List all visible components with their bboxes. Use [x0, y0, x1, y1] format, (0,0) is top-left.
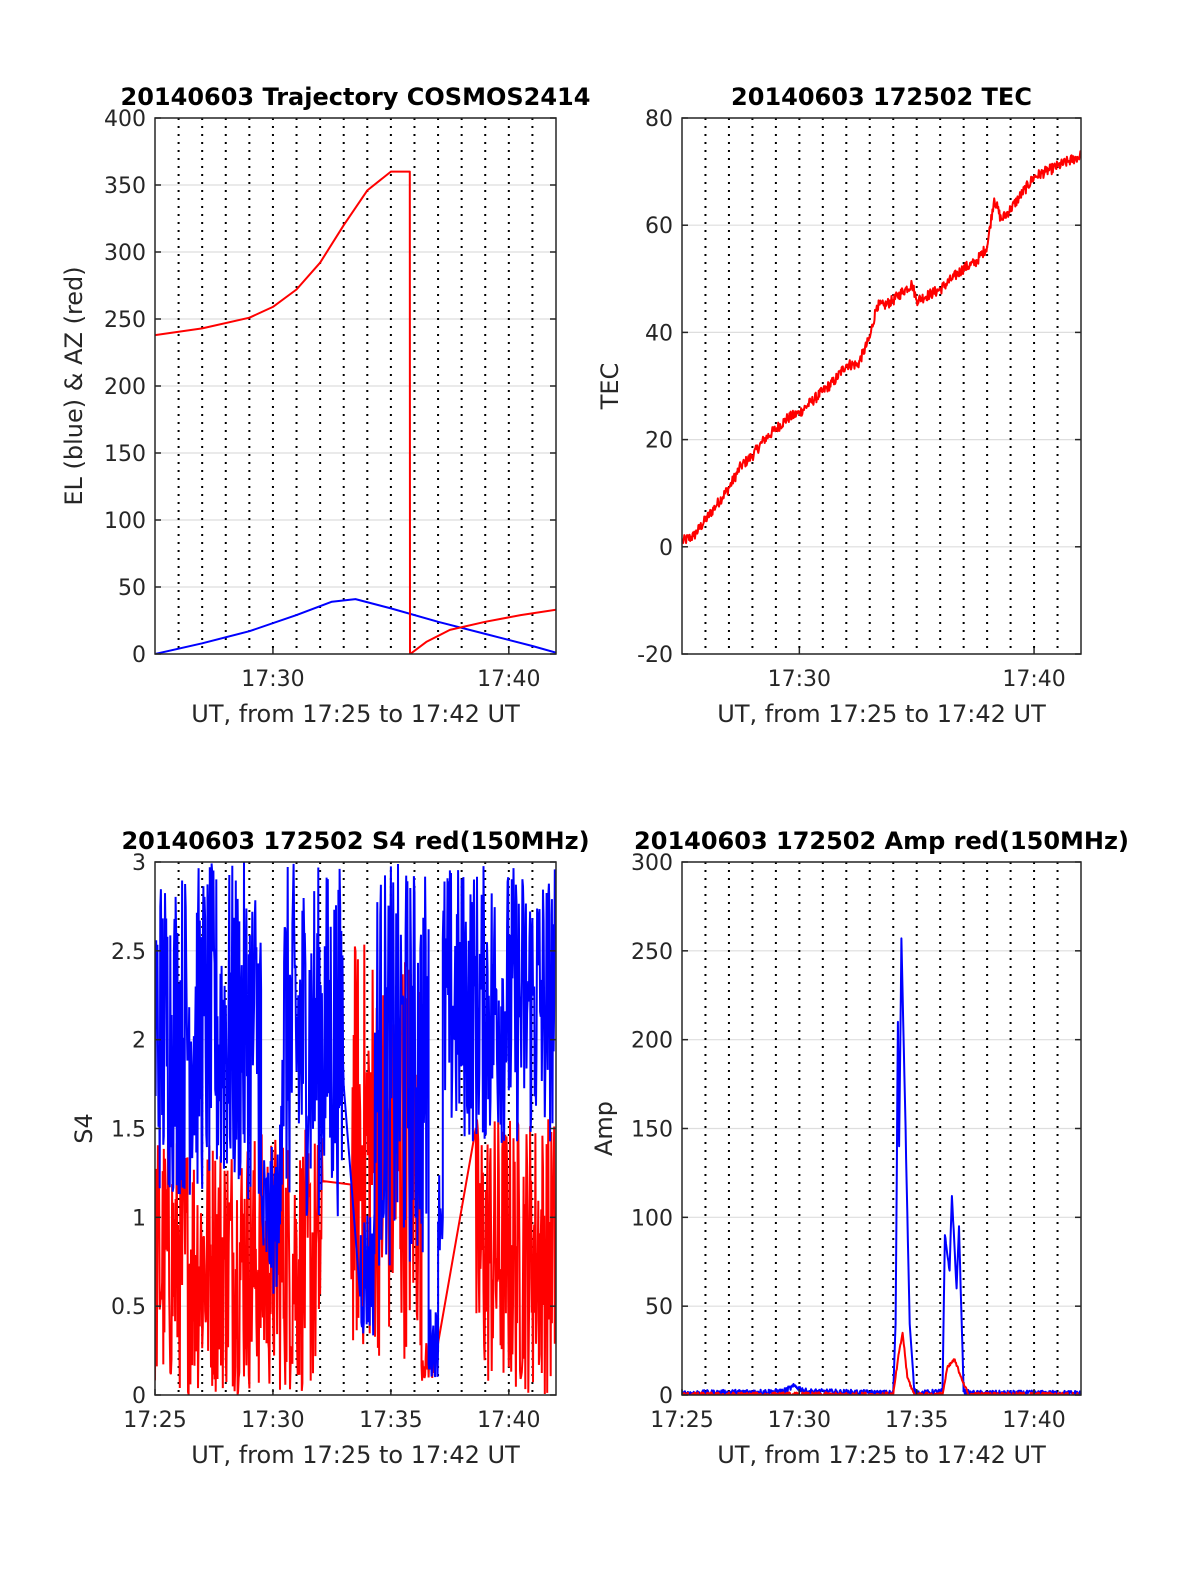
- y-tick-label: 0: [132, 643, 146, 668]
- y-tick-label: 150: [104, 442, 146, 467]
- x-tick-label: 17:25: [123, 1408, 186, 1433]
- x-tick-label: 17:30: [241, 1408, 304, 1433]
- chart-panel-4: 0 50 100 150 200 250 300 17:25 17:30 17:35 17:40 20…: [590, 827, 1129, 1469]
- y-axis-label: Amp: [590, 1101, 618, 1156]
- x-tick-label: 17:40: [477, 1408, 540, 1433]
- series-line-1: [682, 150, 1081, 545]
- chart-title: 20140603 172502 Amp red(150MHz): [634, 827, 1129, 855]
- x-tick-label: 17:35: [359, 1408, 422, 1433]
- chart-panel-1: 0 50 100 150 200 250 300 350 400 17:30 17:40 201406…: [60, 83, 590, 728]
- series-line-2: [155, 862, 556, 1378]
- y-tick-label: 200: [104, 375, 146, 400]
- y-tick-label: 2: [132, 1029, 146, 1054]
- y-tick-label: 60: [645, 214, 673, 239]
- chart-title: 20140603 Trajectory COSMOS2414: [121, 83, 591, 111]
- y-tick-label: 400: [104, 107, 146, 132]
- axes-box: [681, 117, 1082, 655]
- y-tick-label: 0: [659, 1384, 673, 1409]
- x-axis-label: UT, from 17:25 to 17:42 UT: [717, 1441, 1046, 1469]
- y-tick-label: 350: [104, 174, 146, 199]
- x-tick-label: 17:30: [768, 667, 831, 692]
- series-line-2: [155, 170, 556, 654]
- y-tick-label: 0: [132, 1384, 146, 1409]
- y-tick-label: 1: [132, 1206, 146, 1231]
- chart-panel-3: 0 0.5 1 1.5 2 2.5 3 17:25 17:30 17:35 17:40 2014060…: [70, 827, 590, 1469]
- x-axis-label: UT, from 17:25 to 17:42 UT: [191, 700, 520, 728]
- chart-panel-2: -20 0 20 40 60 80 17:30 17:40 20140603 172502 TE…: [596, 83, 1082, 728]
- y-tick-label: 250: [104, 308, 146, 333]
- x-tick-label: 17:35: [885, 1408, 948, 1433]
- y-tick-label: 20: [645, 429, 673, 454]
- plot-data: [682, 150, 1081, 545]
- x-tick-label: 17:30: [768, 1408, 831, 1433]
- y-tick-label: 100: [104, 509, 146, 534]
- chart-title: 20140603 172502 TEC: [731, 83, 1032, 111]
- series-line-1: [682, 937, 1081, 1395]
- y-tick-label: 200: [631, 1029, 673, 1054]
- y-tick-label: 0.5: [111, 1295, 146, 1320]
- x-tick-label: 17:40: [1002, 1408, 1065, 1433]
- chart-title: 20140603 172502 S4 red(150MHz): [121, 827, 589, 855]
- x-axis-label: UT, from 17:25 to 17:42 UT: [717, 700, 1046, 728]
- x-tick-label: 17:25: [650, 1408, 713, 1433]
- y-axis-label: S4: [70, 1113, 98, 1144]
- y-tick-label: 1.5: [111, 1118, 146, 1143]
- y-axis-label: TEC: [596, 363, 624, 411]
- x-axis-label: UT, from 17:25 to 17:42 UT: [191, 1441, 520, 1469]
- y-tick-label: 300: [631, 851, 673, 876]
- series-line-1: [155, 598, 556, 654]
- plot-data: [155, 862, 556, 1395]
- x-tick-label: 17:40: [1002, 667, 1065, 692]
- series-line-2: [682, 1331, 1081, 1395]
- plot-data: [682, 937, 1081, 1395]
- y-tick-label: 80: [645, 107, 673, 132]
- y-tick-label: 50: [645, 1295, 673, 1320]
- plot-data: [155, 170, 556, 654]
- y-axis-label: EL (blue) & AZ (red): [60, 266, 88, 505]
- y-tick-label: 100: [631, 1206, 673, 1231]
- y-tick-label: 2.5: [111, 940, 146, 965]
- y-tick-label: 150: [631, 1118, 673, 1143]
- y-tick-label: 250: [631, 940, 673, 965]
- y-tick-label: 3: [132, 851, 146, 876]
- y-tick-label: -20: [637, 643, 673, 668]
- x-tick-label: 17:30: [241, 667, 304, 692]
- y-tick-label: 300: [104, 241, 146, 266]
- y-tick-label: 0: [659, 536, 673, 561]
- y-tick-label: 50: [118, 576, 146, 601]
- y-tick-label: 40: [645, 321, 673, 346]
- x-tick-label: 17:40: [477, 667, 540, 692]
